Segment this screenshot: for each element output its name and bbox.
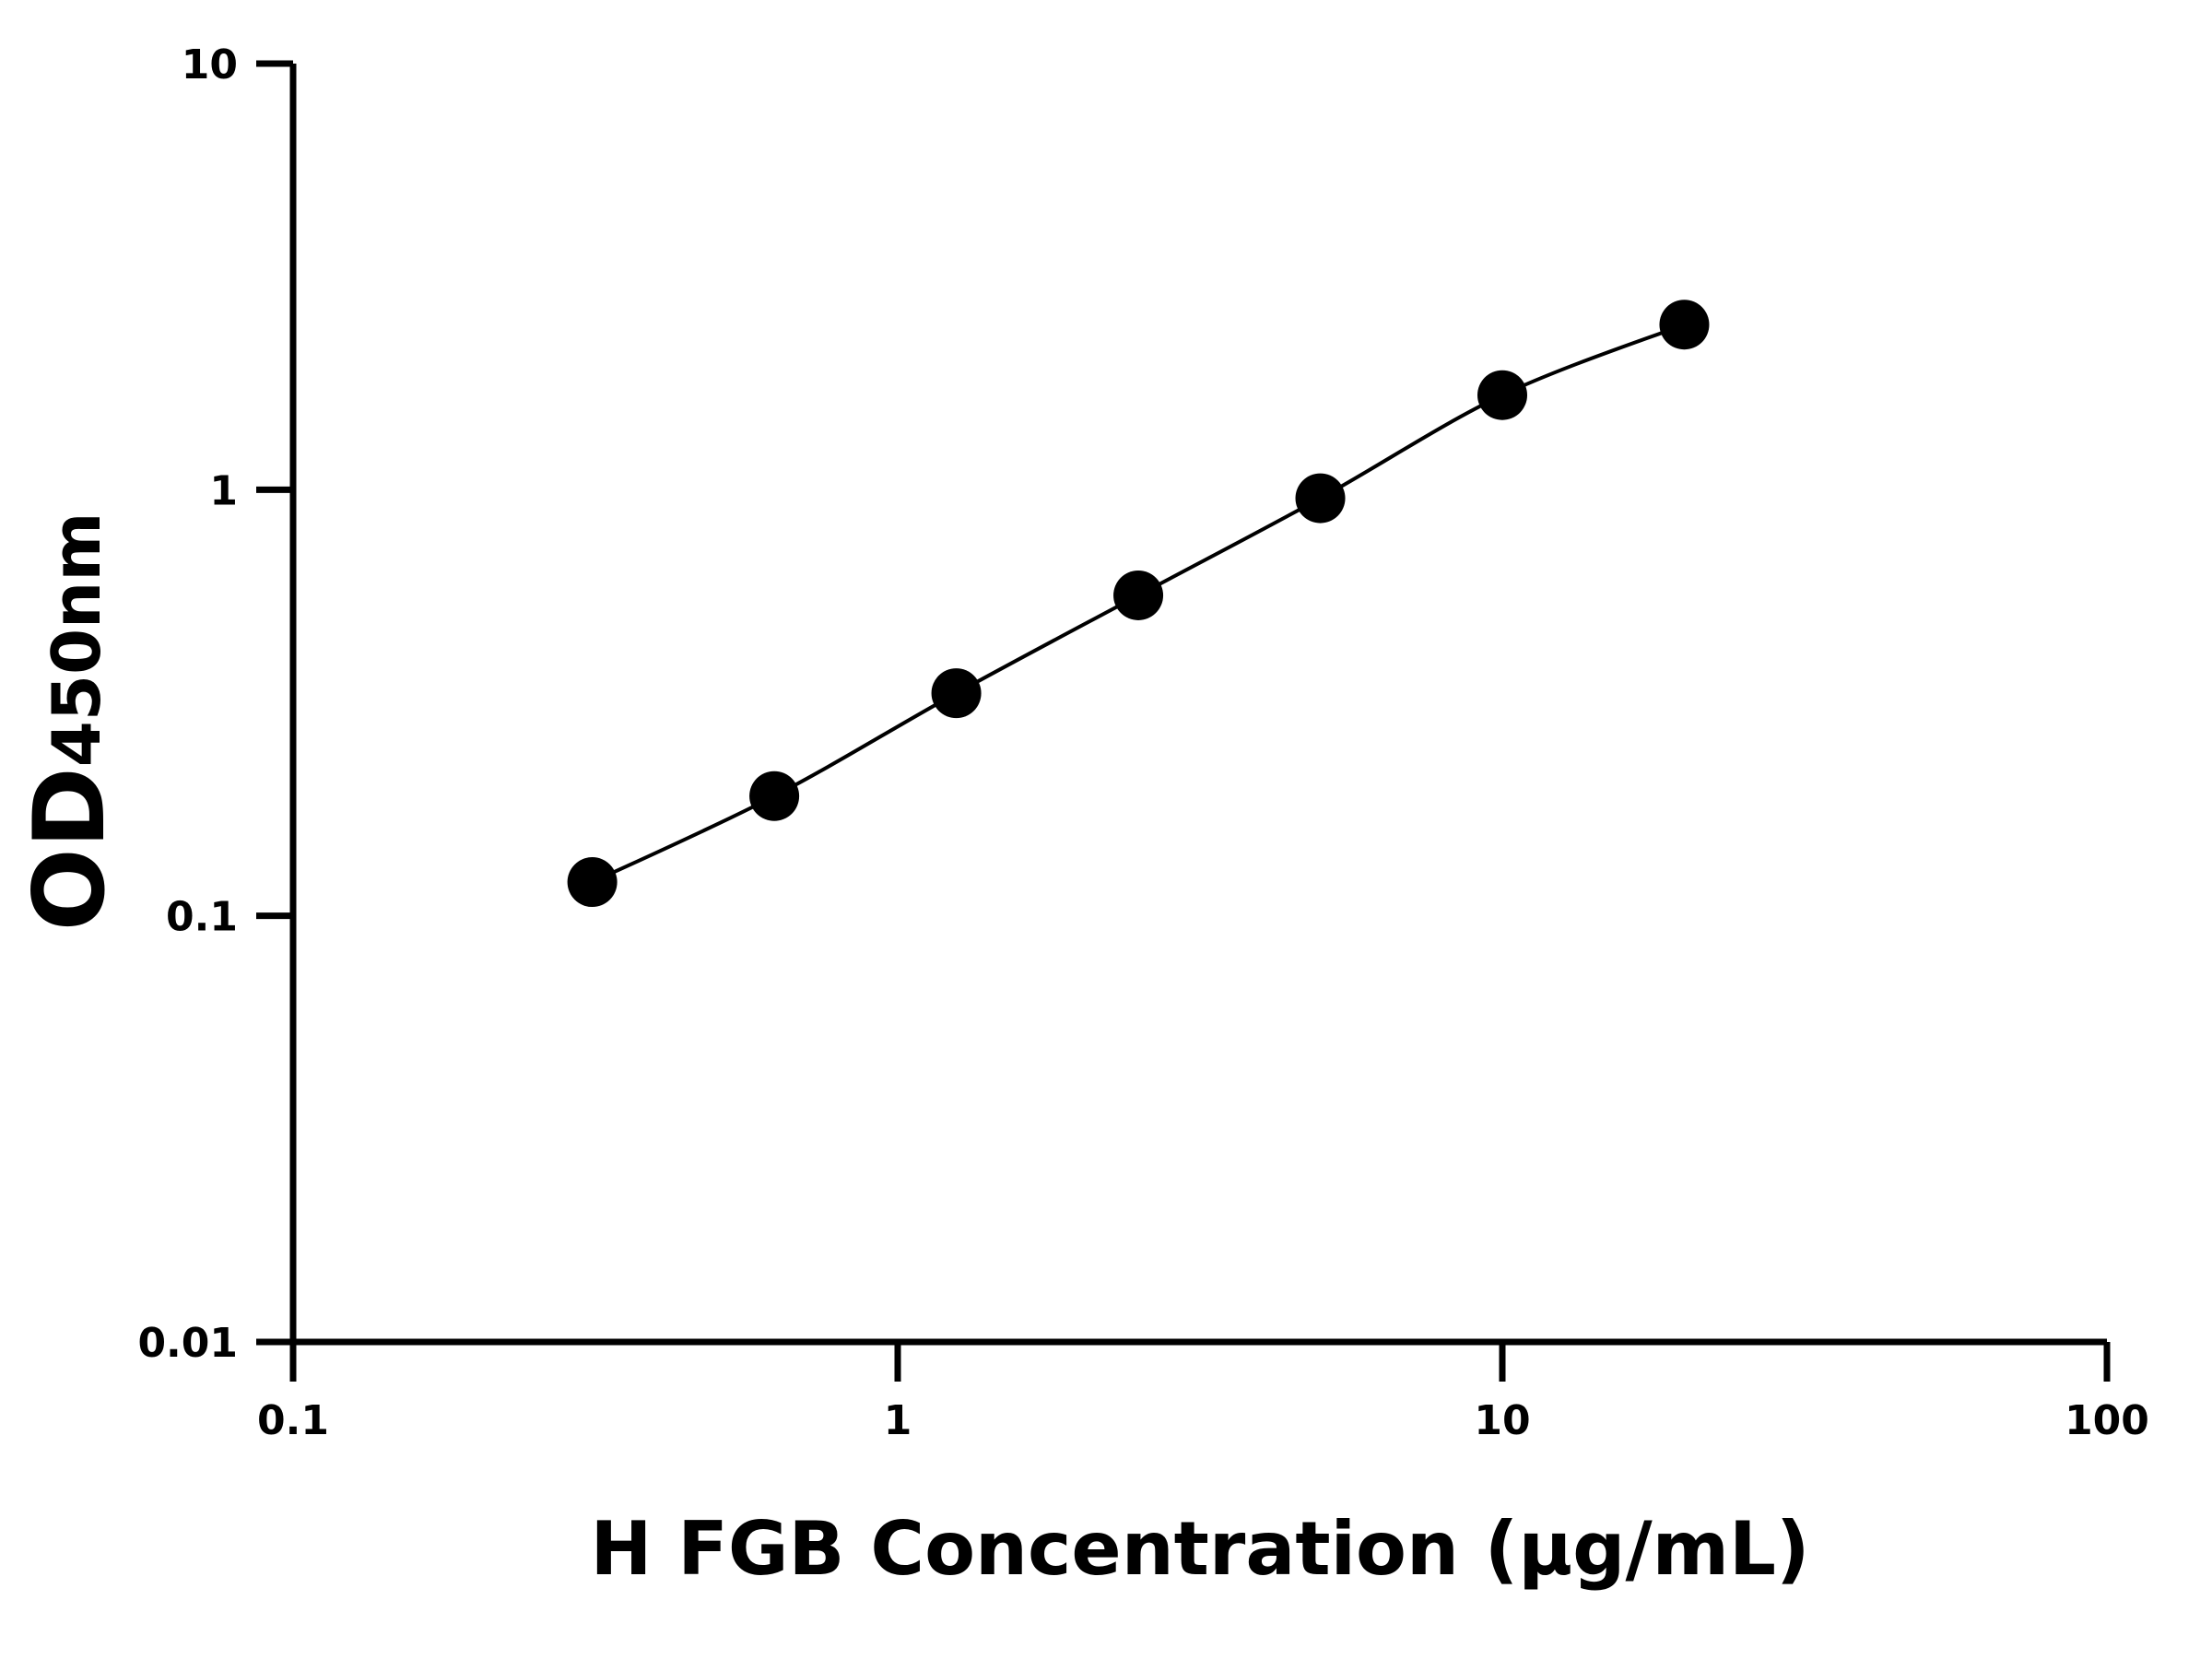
y-axis-title: OD450nm xyxy=(13,512,126,932)
y-tick-label: 10 xyxy=(182,41,238,88)
x-axis-title: H FGB Concentration (μg/mL) xyxy=(590,1506,1809,1592)
x-tick-label: 10 xyxy=(1474,1397,1530,1444)
y-axis-title-main: OD xyxy=(13,767,126,931)
data-point xyxy=(931,668,982,719)
y-tick-label: 0.01 xyxy=(137,1320,238,1367)
data-point xyxy=(749,771,800,821)
data-point xyxy=(1295,473,1346,524)
x-tick-label: 100 xyxy=(2065,1397,2149,1444)
data-point xyxy=(1477,370,1527,420)
data-point xyxy=(1113,570,1164,620)
x-tick-label: 0.1 xyxy=(257,1397,329,1444)
y-tick-label: 0.1 xyxy=(166,894,238,941)
y-axis-title-sub: 450nm xyxy=(38,512,115,768)
y-tick-label: 1 xyxy=(209,467,238,514)
data-point xyxy=(1659,300,1710,350)
x-tick-label: 1 xyxy=(884,1397,912,1444)
data-point xyxy=(567,857,618,908)
